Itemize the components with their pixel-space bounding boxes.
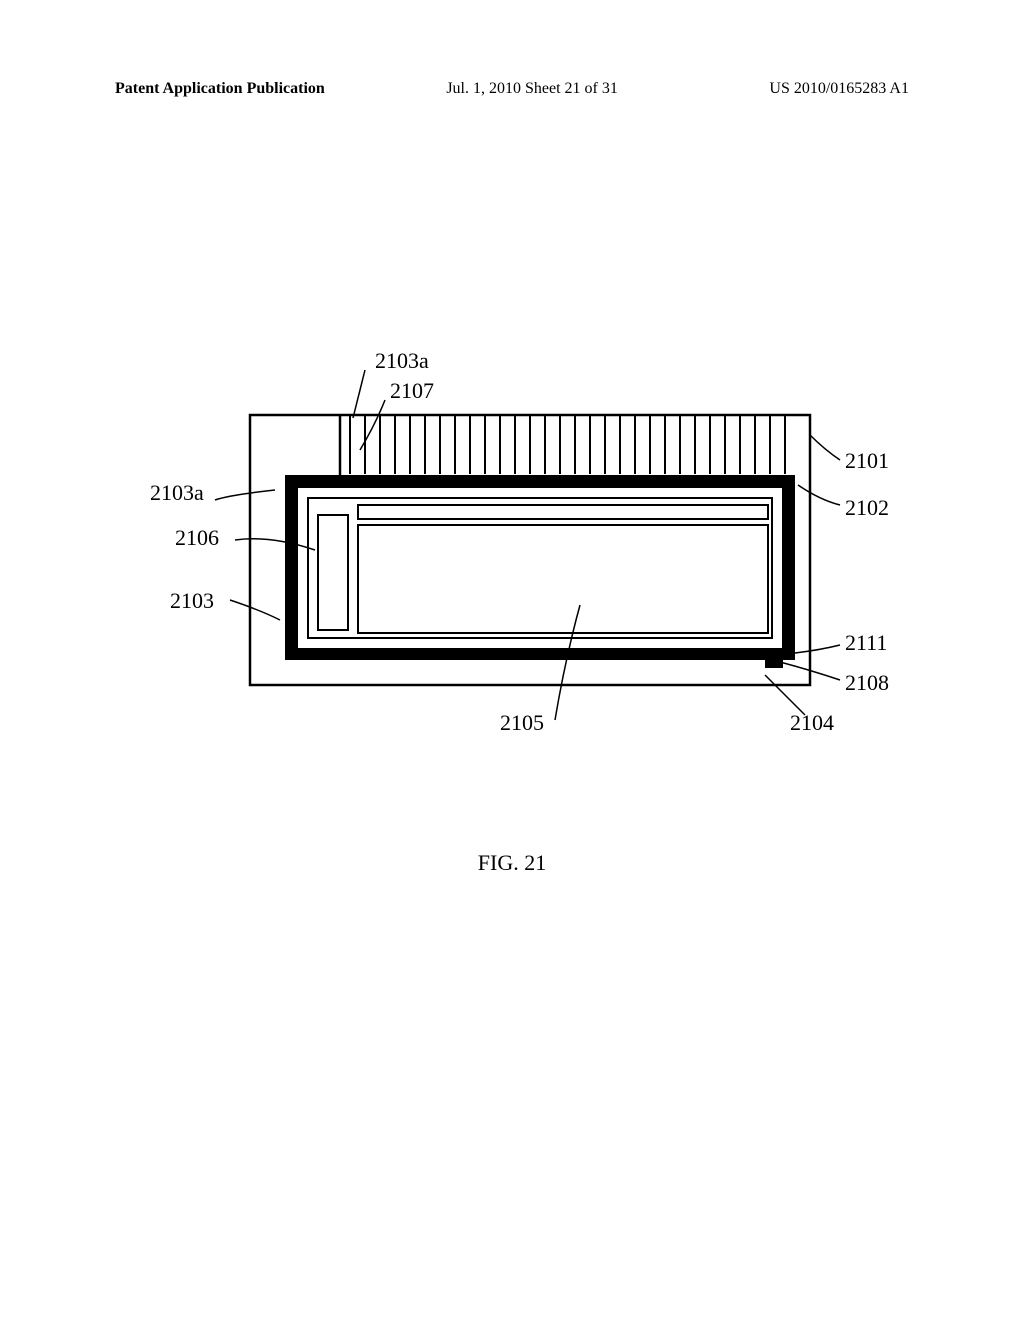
label-2103a-left: 2103a [150, 480, 204, 506]
label-2104: 2104 [790, 710, 834, 736]
label-2107: 2107 [390, 378, 434, 404]
label-2105: 2105 [500, 710, 544, 736]
label-2106: 2106 [175, 525, 219, 551]
header-patent-number: US 2010/0165283 A1 [769, 80, 909, 98]
header-date-sheet: Jul. 1, 2010 Sheet 21 of 31 [446, 80, 618, 98]
figure-svg [140, 340, 900, 820]
figure-caption: FIG. 21 [0, 850, 1024, 876]
label-2111: 2111 [845, 630, 887, 656]
label-2108: 2108 [845, 670, 889, 696]
label-2103a-top: 2103a [375, 348, 429, 374]
patent-figure: 2103a 2107 2103a 2106 2103 2101 2102 211… [140, 340, 900, 820]
page-header: Patent Application Publication Jul. 1, 2… [0, 80, 1024, 98]
label-2102: 2102 [845, 495, 889, 521]
label-2103: 2103 [170, 588, 214, 614]
header-publication: Patent Application Publication [115, 80, 325, 98]
label-2101: 2101 [845, 448, 889, 474]
